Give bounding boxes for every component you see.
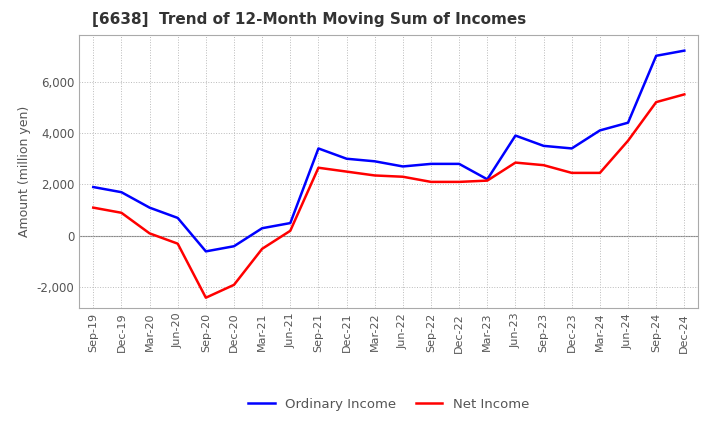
Ordinary Income (483, 177, 492, 182)
Net Income (314, 165, 323, 170)
Ordinary Income (680, 48, 688, 53)
Net Income (595, 170, 604, 176)
Line: Net Income: Net Income (94, 95, 684, 298)
Ordinary Income (567, 146, 576, 151)
Net Income (286, 228, 294, 234)
Net Income (202, 295, 210, 301)
Net Income (511, 160, 520, 165)
Net Income (342, 169, 351, 174)
Legend: Ordinary Income, Net Income: Ordinary Income, Net Income (243, 392, 535, 416)
Ordinary Income (624, 120, 632, 125)
Net Income (427, 179, 436, 184)
Ordinary Income (399, 164, 408, 169)
Ordinary Income (511, 133, 520, 138)
Ordinary Income (427, 161, 436, 166)
Net Income (258, 246, 266, 251)
Ordinary Income (595, 128, 604, 133)
Ordinary Income (314, 146, 323, 151)
Ordinary Income (258, 226, 266, 231)
Ordinary Income (342, 156, 351, 161)
Line: Ordinary Income: Ordinary Income (94, 51, 684, 251)
Net Income (230, 282, 238, 287)
Text: [6638]  Trend of 12-Month Moving Sum of Incomes: [6638] Trend of 12-Month Moving Sum of I… (91, 12, 526, 27)
Ordinary Income (89, 184, 98, 190)
Net Income (399, 174, 408, 180)
Net Income (117, 210, 126, 216)
Net Income (370, 173, 379, 178)
Net Income (89, 205, 98, 210)
Ordinary Income (202, 249, 210, 254)
Ordinary Income (539, 143, 548, 149)
Y-axis label: Amount (million yen): Amount (million yen) (18, 106, 31, 237)
Ordinary Income (145, 205, 154, 210)
Net Income (483, 178, 492, 183)
Ordinary Income (230, 244, 238, 249)
Ordinary Income (174, 215, 182, 220)
Net Income (455, 179, 464, 184)
Net Income (174, 241, 182, 246)
Net Income (539, 162, 548, 168)
Ordinary Income (117, 190, 126, 195)
Net Income (567, 170, 576, 176)
Net Income (624, 138, 632, 143)
Ordinary Income (455, 161, 464, 166)
Net Income (680, 92, 688, 97)
Ordinary Income (370, 159, 379, 164)
Ordinary Income (286, 220, 294, 226)
Net Income (145, 231, 154, 236)
Net Income (652, 99, 660, 105)
Ordinary Income (652, 53, 660, 59)
